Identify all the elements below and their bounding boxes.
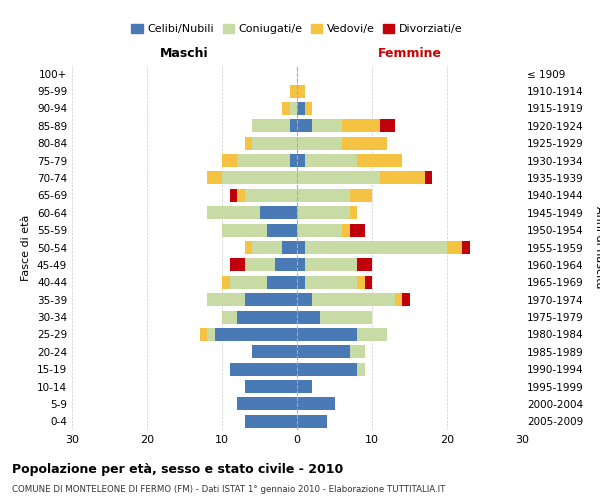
Bar <box>222 224 267 236</box>
Bar <box>297 136 342 149</box>
Bar <box>342 136 387 149</box>
Bar <box>297 120 312 132</box>
Bar <box>380 120 395 132</box>
Bar <box>305 154 357 167</box>
Bar <box>297 224 342 236</box>
Bar <box>267 276 297 289</box>
Bar <box>312 120 342 132</box>
Bar <box>297 398 335 410</box>
Bar <box>357 328 387 341</box>
Bar <box>252 120 290 132</box>
Bar <box>402 293 409 306</box>
Bar <box>267 224 297 236</box>
Bar <box>320 310 372 324</box>
Bar <box>365 276 372 289</box>
Bar <box>207 328 215 341</box>
Bar <box>215 328 297 341</box>
Bar <box>245 293 297 306</box>
Bar <box>349 206 357 220</box>
Bar <box>245 189 297 202</box>
Bar <box>245 415 297 428</box>
Bar <box>229 189 237 202</box>
Text: COMUNE DI MONTELEONE DI FERMO (FM) - Dati ISTAT 1° gennaio 2010 - Elaborazione T: COMUNE DI MONTELEONE DI FERMO (FM) - Dat… <box>12 485 445 494</box>
Bar <box>305 258 357 272</box>
Bar <box>260 206 297 220</box>
Bar <box>252 136 297 149</box>
Legend: Celibi/Nubili, Coniugati/e, Vedovi/e, Divorziati/e: Celibi/Nubili, Coniugati/e, Vedovi/e, Di… <box>127 20 467 39</box>
Bar <box>357 276 365 289</box>
Bar <box>305 102 312 115</box>
Bar <box>297 206 349 220</box>
Bar <box>252 346 297 358</box>
Bar <box>342 120 380 132</box>
Bar <box>252 241 282 254</box>
Bar <box>207 293 245 306</box>
Bar <box>297 189 349 202</box>
Bar <box>222 172 297 184</box>
Bar <box>297 102 305 115</box>
Y-axis label: Anni di nascita: Anni di nascita <box>595 206 600 289</box>
Bar <box>237 310 297 324</box>
Bar <box>447 241 462 254</box>
Bar <box>245 241 252 254</box>
Bar <box>229 258 245 272</box>
Bar <box>297 84 305 98</box>
Bar <box>297 415 327 428</box>
Bar <box>425 172 432 184</box>
Y-axis label: Fasce di età: Fasce di età <box>22 214 31 280</box>
Bar <box>290 102 297 115</box>
Bar <box>297 328 357 341</box>
Bar <box>229 362 297 376</box>
Bar <box>222 154 237 167</box>
Bar <box>395 293 402 306</box>
Bar <box>245 136 252 149</box>
Bar <box>207 206 260 220</box>
Bar <box>245 380 297 393</box>
Bar <box>290 154 297 167</box>
Bar <box>222 276 229 289</box>
Bar <box>297 310 320 324</box>
Bar <box>297 154 305 167</box>
Bar <box>349 346 365 358</box>
Bar <box>342 224 349 236</box>
Text: Maschi: Maschi <box>160 47 209 60</box>
Bar <box>282 241 297 254</box>
Bar <box>237 154 290 167</box>
Bar <box>357 154 402 167</box>
Bar <box>229 276 267 289</box>
Bar <box>275 258 297 272</box>
Bar <box>297 258 305 272</box>
Bar <box>199 328 207 341</box>
Text: Popolazione per età, sesso e stato civile - 2010: Popolazione per età, sesso e stato civil… <box>12 462 343 475</box>
Bar <box>207 172 222 184</box>
Bar <box>305 276 357 289</box>
Bar <box>462 241 470 254</box>
Bar <box>357 362 365 376</box>
Bar <box>237 189 245 202</box>
Bar <box>245 258 275 272</box>
Bar <box>380 172 425 184</box>
Bar <box>297 346 349 358</box>
Bar <box>349 224 365 236</box>
Bar <box>290 84 297 98</box>
Bar <box>305 241 447 254</box>
Bar <box>297 172 380 184</box>
Bar <box>312 293 395 306</box>
Bar <box>297 362 357 376</box>
Bar <box>282 102 290 115</box>
Text: Femmine: Femmine <box>377 47 442 60</box>
Bar <box>357 258 372 272</box>
Bar <box>349 189 372 202</box>
Bar <box>297 276 305 289</box>
Bar <box>297 293 312 306</box>
Bar <box>222 310 237 324</box>
Bar <box>297 380 312 393</box>
Bar <box>290 120 297 132</box>
Bar <box>297 241 305 254</box>
Bar <box>237 398 297 410</box>
